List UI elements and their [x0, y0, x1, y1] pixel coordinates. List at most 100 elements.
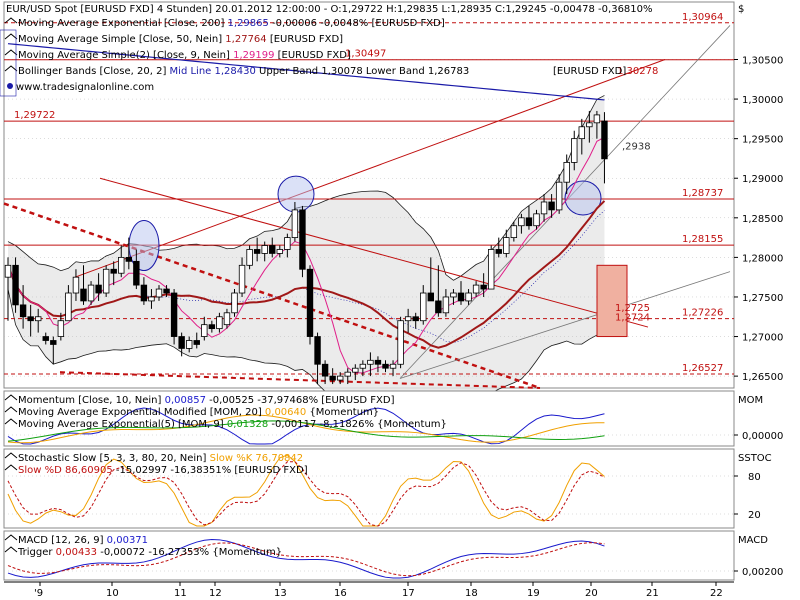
marker-circle[interactable] — [564, 180, 602, 216]
indicator-expand-icon[interactable] — [4, 49, 18, 56]
candle[interactable] — [548, 194, 555, 218]
indicator-expand-icon[interactable] — [4, 418, 18, 425]
indicator-expand-icon[interactable] — [4, 17, 18, 24]
trendline-resistance[interactable] — [99, 177, 649, 328]
candle[interactable] — [201, 316, 208, 341]
channel-line-lower[interactable] — [399, 271, 731, 379]
candle[interactable] — [450, 289, 457, 305]
candle[interactable] — [299, 205, 306, 278]
legend-collapse-frame[interactable] — [0, 29, 17, 97]
candle[interactable] — [87, 281, 95, 305]
candle[interactable] — [442, 289, 450, 317]
candle[interactable] — [510, 221, 518, 242]
candle[interactable] — [57, 312, 65, 341]
indicator-expand-icon[interactable] — [4, 65, 18, 72]
candle[interactable] — [314, 332, 321, 385]
candle[interactable] — [291, 201, 299, 242]
candle[interactable] — [593, 110, 601, 139]
candle[interactable] — [133, 249, 140, 290]
candle[interactable] — [140, 277, 148, 305]
candle[interactable] — [185, 336, 193, 353]
momentum-panel[interactable]: 0,00000 Momentum [Close, 10, Nein] 0,0085… — [3, 390, 783, 447]
candle[interactable] — [125, 237, 132, 270]
candle[interactable] — [465, 289, 472, 305]
candle[interactable] — [80, 265, 87, 305]
candle[interactable] — [321, 360, 329, 385]
candle[interactable] — [344, 368, 351, 385]
candle[interactable] — [457, 281, 465, 305]
candle[interactable] — [420, 285, 427, 325]
macd-panel[interactable]: 0,00200 MACD [12, 26, 9] 0,00371 Trigger … — [3, 530, 783, 581]
candle[interactable] — [102, 265, 110, 297]
candle[interactable] — [578, 118, 585, 155]
candle[interactable] — [163, 285, 170, 297]
candle[interactable] — [352, 364, 359, 381]
candle[interactable] — [155, 285, 163, 301]
candle[interactable] — [253, 237, 261, 262]
candle[interactable] — [336, 372, 344, 385]
indicator-expand-icon[interactable] — [4, 452, 18, 459]
price-panel[interactable]: 1,30500 1,30000 1,29500 1,29000 1,28500 1,280… — [0, 1, 783, 440]
candle[interactable] — [170, 289, 178, 345]
candle[interactable] — [261, 241, 268, 262]
candle[interactable] — [586, 110, 593, 143]
candle[interactable] — [95, 273, 102, 301]
candle[interactable] — [50, 336, 57, 365]
indicator-expand-icon[interactable] — [4, 464, 18, 471]
candle[interactable] — [382, 360, 389, 373]
candle[interactable] — [367, 352, 374, 377]
candle[interactable] — [223, 308, 231, 329]
candle[interactable] — [72, 269, 80, 301]
candle[interactable] — [35, 308, 42, 333]
trendline-ascending[interactable] — [74, 59, 666, 278]
candle[interactable] — [427, 257, 434, 302]
candle[interactable] — [397, 316, 404, 369]
candle[interactable] — [238, 257, 246, 297]
candle[interactable] — [110, 261, 117, 286]
candle[interactable] — [4, 257, 12, 321]
candle[interactable] — [374, 356, 382, 373]
candle[interactable] — [435, 265, 442, 317]
candle[interactable] — [601, 112, 608, 184]
indicator-expand-icon[interactable] — [4, 534, 18, 541]
candle[interactable] — [12, 257, 19, 313]
candle[interactable] — [480, 273, 487, 297]
candle[interactable] — [563, 154, 570, 195]
candle[interactable] — [269, 237, 276, 258]
candle[interactable] — [276, 245, 283, 258]
candle[interactable] — [19, 285, 27, 329]
indicator-expand-icon[interactable] — [4, 33, 18, 40]
candle[interactable] — [495, 237, 502, 258]
trendline-descending-dashed[interactable] — [3, 202, 541, 390]
candle[interactable] — [389, 360, 397, 377]
indicator-expand-icon[interactable] — [4, 406, 18, 413]
candle[interactable] — [148, 289, 155, 309]
candle[interactable] — [525, 205, 533, 230]
candle[interactable] — [284, 233, 291, 258]
candle[interactable] — [503, 229, 510, 258]
candle[interactable] — [193, 332, 200, 349]
candle[interactable] — [42, 332, 49, 345]
candle[interactable] — [359, 360, 367, 377]
candle[interactable] — [404, 308, 412, 333]
candle[interactable] — [329, 368, 336, 385]
candle[interactable] — [533, 209, 540, 230]
stochastic-panel[interactable]: 80 20 Stochastic Slow [5, 3, 3, 80, 20, Ne… — [3, 448, 772, 529]
candle[interactable] — [216, 312, 223, 333]
candle[interactable] — [412, 312, 419, 329]
candle[interactable] — [540, 194, 548, 222]
candle[interactable] — [231, 289, 238, 317]
indicator-expand-icon[interactable] — [4, 546, 18, 553]
candle[interactable] — [306, 265, 314, 345]
candle[interactable] — [118, 245, 125, 278]
candle[interactable] — [27, 304, 34, 337]
candle[interactable] — [555, 174, 563, 214]
candle[interactable] — [571, 130, 578, 171]
marker-circle[interactable] — [277, 175, 315, 213]
candle[interactable] — [472, 281, 480, 297]
candle[interactable] — [246, 245, 253, 270]
candle[interactable] — [208, 320, 216, 333]
candle[interactable] — [518, 213, 525, 234]
candle[interactable] — [487, 245, 495, 290]
candle[interactable] — [65, 285, 72, 322]
